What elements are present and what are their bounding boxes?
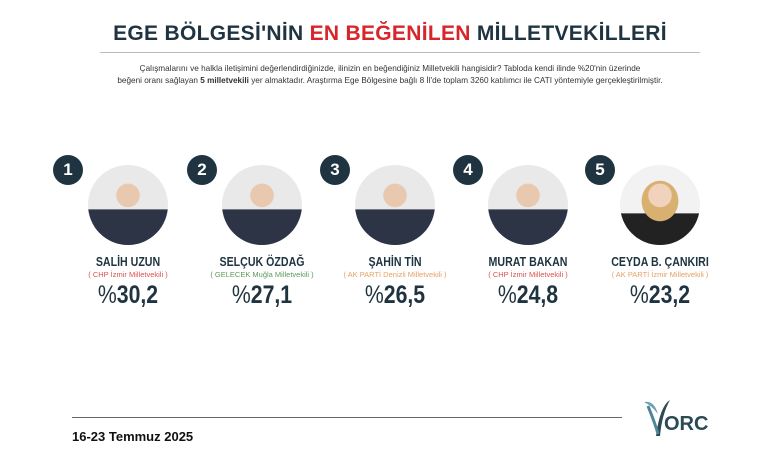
percent-symbol: % bbox=[497, 281, 517, 309]
approval-percent: %26,5 bbox=[331, 281, 459, 310]
description-bold: 5 milletvekili bbox=[200, 76, 249, 85]
percent-symbol: % bbox=[231, 281, 251, 309]
candidate-name: ŞAHİN TİN bbox=[368, 255, 422, 269]
rank-badge: 2 bbox=[187, 155, 217, 185]
percent-value: 27,1 bbox=[250, 281, 293, 309]
candidate-photo bbox=[88, 165, 168, 245]
title-part1: EGE BÖLGESİ'NİN bbox=[113, 22, 310, 45]
rank-badge: 5 bbox=[585, 155, 615, 185]
candidate-party: ( AK PARTİ İzmir Milletvekili ) bbox=[611, 270, 709, 279]
percent-value: 26,5 bbox=[383, 281, 426, 309]
title-highlight: EN BEĞENİLEN bbox=[309, 22, 471, 45]
approval-percent: %24,8 bbox=[464, 281, 592, 310]
candidate-party: ( CHP İzmir Milletvekili ) bbox=[88, 270, 168, 279]
percent-symbol: % bbox=[629, 281, 649, 309]
candidate-photo bbox=[222, 165, 302, 245]
candidate-name: SALİH UZUN bbox=[95, 255, 161, 269]
candidate-photo bbox=[355, 165, 435, 245]
rank-badge: 1 bbox=[53, 155, 83, 185]
candidate-photo bbox=[488, 165, 568, 245]
approval-percent: %23,2 bbox=[596, 281, 724, 310]
description-line1: Çalışmalarını ve halkla iletişimini değe… bbox=[139, 64, 641, 73]
description-line2a: beğeni oranı sağlayan bbox=[117, 76, 201, 85]
percent-value: 30,2 bbox=[116, 281, 159, 309]
percent-value: 23,2 bbox=[648, 281, 691, 309]
candidate-name: CEYDA B. ÇANKIRI bbox=[611, 255, 709, 269]
description: Çalışmalarını ve halkla iletişimini değe… bbox=[80, 63, 700, 87]
svg-text:ORC: ORC bbox=[664, 413, 708, 435]
approval-percent: %27,1 bbox=[198, 281, 326, 310]
candidate-party: ( AK PARTİ Denizli Milletvekili ) bbox=[343, 270, 447, 279]
orc-logo: ORC bbox=[640, 396, 720, 440]
rank-badge: 4 bbox=[453, 155, 483, 185]
candidate-name: MURAT BAKAN bbox=[488, 255, 568, 269]
approval-percent: %30,2 bbox=[64, 281, 192, 310]
candidate-name: SELÇUK ÖZDAĞ bbox=[219, 255, 305, 269]
rank-badge: 3 bbox=[320, 155, 350, 185]
title-divider bbox=[100, 52, 700, 53]
candidate-party: ( GELECEK Muğla Milletvekili ) bbox=[210, 270, 314, 279]
percent-symbol: % bbox=[97, 281, 117, 309]
percent-symbol: % bbox=[364, 281, 384, 309]
survey-date: 16-23 Temmuz 2025 bbox=[72, 429, 194, 444]
page-title: EGE BÖLGESİ'NİN EN BEĞENİLEN MİLLETVEKİL… bbox=[0, 22, 780, 46]
footer-divider bbox=[72, 417, 622, 418]
title-part2: MİLLETVEKİLLERİ bbox=[470, 22, 667, 45]
percent-value: 24,8 bbox=[516, 281, 559, 309]
candidate-party: ( CHP İzmir Milletvekili ) bbox=[488, 270, 568, 279]
candidate-photo bbox=[620, 165, 700, 245]
description-line2b: yer almaktadır. Araştırma Ege Bölgesine … bbox=[248, 76, 663, 85]
